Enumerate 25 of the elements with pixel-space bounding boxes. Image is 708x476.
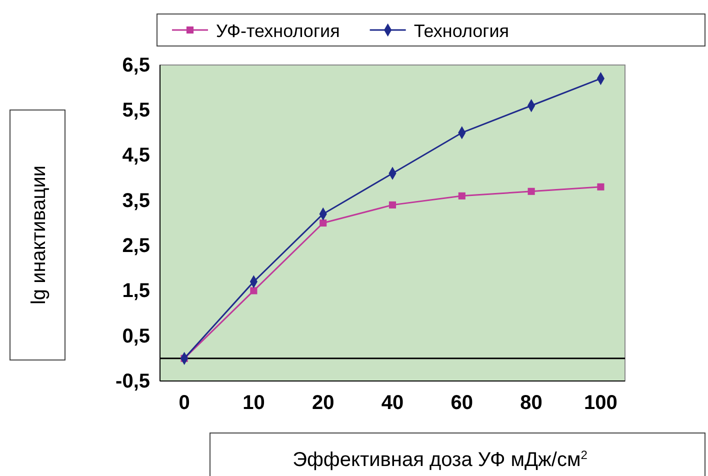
y-tick-label: 1,5 bbox=[122, 280, 150, 302]
x-tick-label: 0 bbox=[178, 392, 190, 414]
point bbox=[528, 188, 535, 195]
point bbox=[320, 219, 327, 227]
point bbox=[458, 192, 466, 200]
y-tick-label: 6,5 bbox=[122, 54, 150, 76]
x-tick-label: 60 bbox=[450, 392, 474, 414]
y-tick-label: 3,5 bbox=[122, 190, 150, 212]
x-tick-label: 20 bbox=[312, 392, 334, 414]
y-tick-label: 4,5 bbox=[122, 144, 150, 167]
x-tick-label: 100 bbox=[584, 392, 618, 414]
point bbox=[250, 287, 258, 294]
y-axis-title: lg инактивации bbox=[28, 165, 50, 305]
y-tick-label: 5,5 bbox=[122, 100, 150, 122]
y-tick-label: -0,5 bbox=[116, 370, 150, 392]
x-tick-label: 40 bbox=[381, 392, 404, 414]
y-tick-label: 0,5 bbox=[122, 325, 150, 348]
point bbox=[597, 183, 604, 190]
x-tick-label: 10 bbox=[242, 392, 265, 414]
x-tick-label: 80 bbox=[520, 392, 542, 414]
y-tick-label: 2,5 bbox=[122, 234, 150, 257]
x-axis-title: Эффективная доза УФ мДж/см$^{2}$ bbox=[292, 448, 588, 471]
point bbox=[388, 201, 396, 208]
legend-label: УФ-технология bbox=[216, 21, 340, 41]
legend-label: Технология bbox=[414, 21, 510, 41]
